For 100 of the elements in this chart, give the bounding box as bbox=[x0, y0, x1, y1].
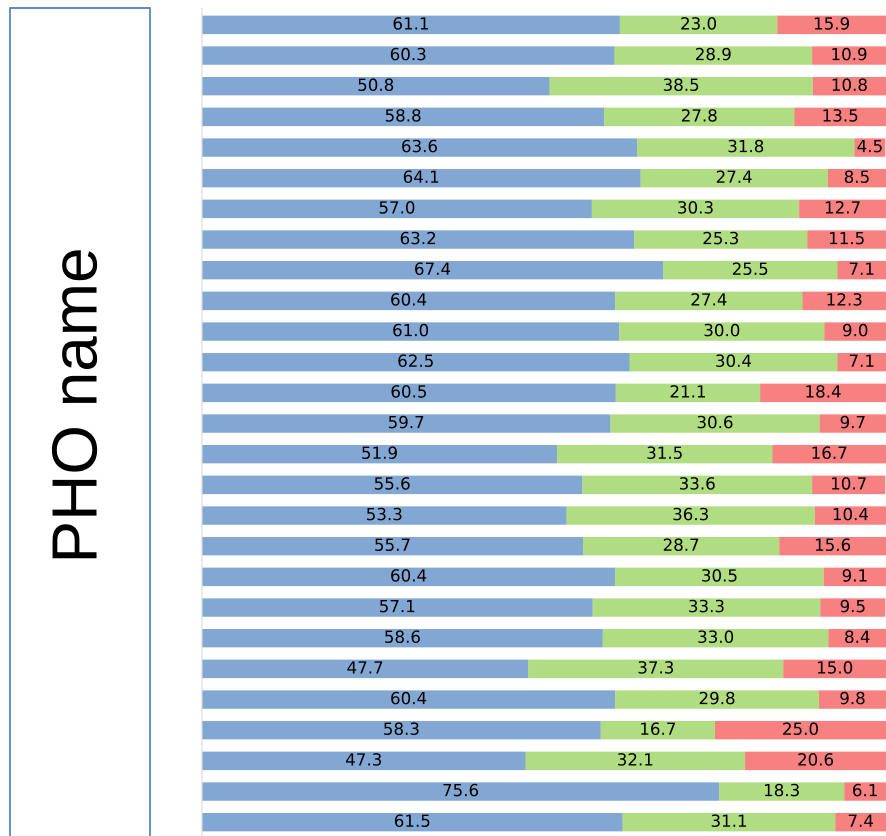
bar bbox=[202, 292, 616, 310]
bar bbox=[592, 200, 800, 218]
data-label: 27.4 bbox=[716, 170, 752, 183]
data-label: 7.1 bbox=[850, 354, 874, 367]
bar bbox=[715, 721, 886, 740]
data-label: 58.3 bbox=[384, 722, 419, 736]
data-label: 9.7 bbox=[840, 416, 865, 428]
bar bbox=[794, 108, 886, 126]
data-label: 25.3 bbox=[703, 232, 738, 244]
bar bbox=[202, 629, 603, 648]
data-label: 30.0 bbox=[704, 324, 740, 336]
data-label: 29.8 bbox=[700, 692, 734, 704]
data-label: 61.0 bbox=[393, 324, 428, 336]
bar bbox=[202, 322, 620, 341]
bar bbox=[202, 782, 720, 801]
data-label: 55.7 bbox=[375, 538, 410, 552]
bar bbox=[637, 138, 855, 157]
data-label: 47.7 bbox=[347, 661, 382, 674]
bar bbox=[549, 77, 813, 96]
bar bbox=[582, 476, 812, 494]
bar bbox=[779, 537, 886, 556]
data-label: 28.7 bbox=[664, 538, 698, 552]
data-label: 75.6 bbox=[443, 784, 478, 796]
data-label: 33.3 bbox=[689, 600, 724, 612]
data-label: 25.0 bbox=[783, 722, 818, 736]
data-label: 4.5 bbox=[857, 140, 882, 152]
bar bbox=[202, 598, 593, 617]
bar bbox=[837, 353, 886, 372]
data-label: 33.0 bbox=[698, 630, 734, 644]
bar bbox=[600, 721, 715, 740]
data-label: 20.6 bbox=[798, 753, 834, 766]
data-label: 10.8 bbox=[832, 78, 867, 92]
data-label: 16.7 bbox=[812, 446, 846, 460]
data-label: 9.8 bbox=[840, 692, 865, 704]
data-label: 16.7 bbox=[641, 722, 676, 736]
data-label: 7.4 bbox=[848, 814, 874, 827]
data-label: 15.9 bbox=[814, 17, 850, 30]
bar bbox=[620, 16, 778, 34]
bar bbox=[820, 598, 886, 617]
data-label: 8.4 bbox=[845, 630, 870, 644]
data-label: 10.4 bbox=[834, 508, 868, 520]
bar bbox=[202, 353, 630, 372]
data-label: 60.5 bbox=[392, 385, 426, 398]
bar bbox=[202, 169, 640, 188]
data-label: 36.3 bbox=[673, 508, 708, 520]
bar bbox=[760, 384, 886, 402]
bar bbox=[592, 598, 820, 617]
data-label: 30.5 bbox=[702, 569, 737, 582]
data-label: 60.4 bbox=[391, 569, 426, 582]
data-label: 31.1 bbox=[712, 814, 746, 828]
data-label: 53.3 bbox=[367, 508, 402, 520]
data-label: 63.6 bbox=[402, 140, 438, 152]
data-label: 15.6 bbox=[816, 538, 850, 552]
data-label: 61.5 bbox=[394, 814, 430, 828]
data-label: 30.6 bbox=[698, 416, 733, 428]
bar bbox=[619, 322, 824, 341]
bar bbox=[610, 414, 820, 433]
data-label: 7.1 bbox=[850, 262, 874, 275]
bar bbox=[202, 568, 616, 586]
bar bbox=[615, 690, 819, 709]
data-label: 12.7 bbox=[826, 201, 860, 214]
bar bbox=[202, 813, 623, 832]
bar bbox=[202, 752, 526, 770]
bar bbox=[202, 690, 616, 709]
data-label: 62.5 bbox=[398, 354, 433, 368]
bar bbox=[202, 261, 664, 280]
data-label: 47.3 bbox=[346, 753, 381, 766]
data-label: 15.0 bbox=[818, 661, 852, 674]
data-label: 61.1 bbox=[394, 17, 428, 30]
data-label: 58.6 bbox=[385, 630, 420, 644]
data-label: 11.5 bbox=[830, 232, 864, 244]
bar bbox=[799, 200, 886, 218]
data-label: 30.3 bbox=[678, 201, 713, 214]
data-label: 9.5 bbox=[840, 600, 865, 612]
data-label: 31.5 bbox=[647, 446, 682, 460]
data-label: 31.8 bbox=[728, 140, 764, 152]
data-label: 23.0 bbox=[681, 17, 716, 30]
data-label: 57.1 bbox=[380, 600, 414, 612]
bar bbox=[556, 445, 772, 464]
data-label: 58.8 bbox=[386, 109, 421, 122]
bar bbox=[202, 200, 592, 218]
bar bbox=[802, 292, 886, 310]
bar bbox=[783, 660, 886, 678]
data-label: 32.1 bbox=[618, 753, 652, 766]
bar bbox=[202, 660, 528, 678]
bar bbox=[202, 476, 582, 494]
bar bbox=[615, 568, 824, 586]
bar bbox=[202, 108, 604, 126]
bar bbox=[614, 46, 812, 65]
data-label: 6.1 bbox=[853, 784, 877, 796]
bar bbox=[202, 721, 601, 740]
data-label: 60.3 bbox=[390, 48, 426, 60]
data-label: 60.4 bbox=[391, 293, 426, 306]
data-label: 27.4 bbox=[692, 293, 726, 306]
data-label: 64.1 bbox=[404, 170, 438, 184]
bar bbox=[202, 506, 567, 525]
bar bbox=[202, 230, 634, 249]
data-label: 13.5 bbox=[823, 109, 858, 122]
data-label: 28.9 bbox=[696, 48, 731, 60]
bar bbox=[820, 414, 886, 433]
